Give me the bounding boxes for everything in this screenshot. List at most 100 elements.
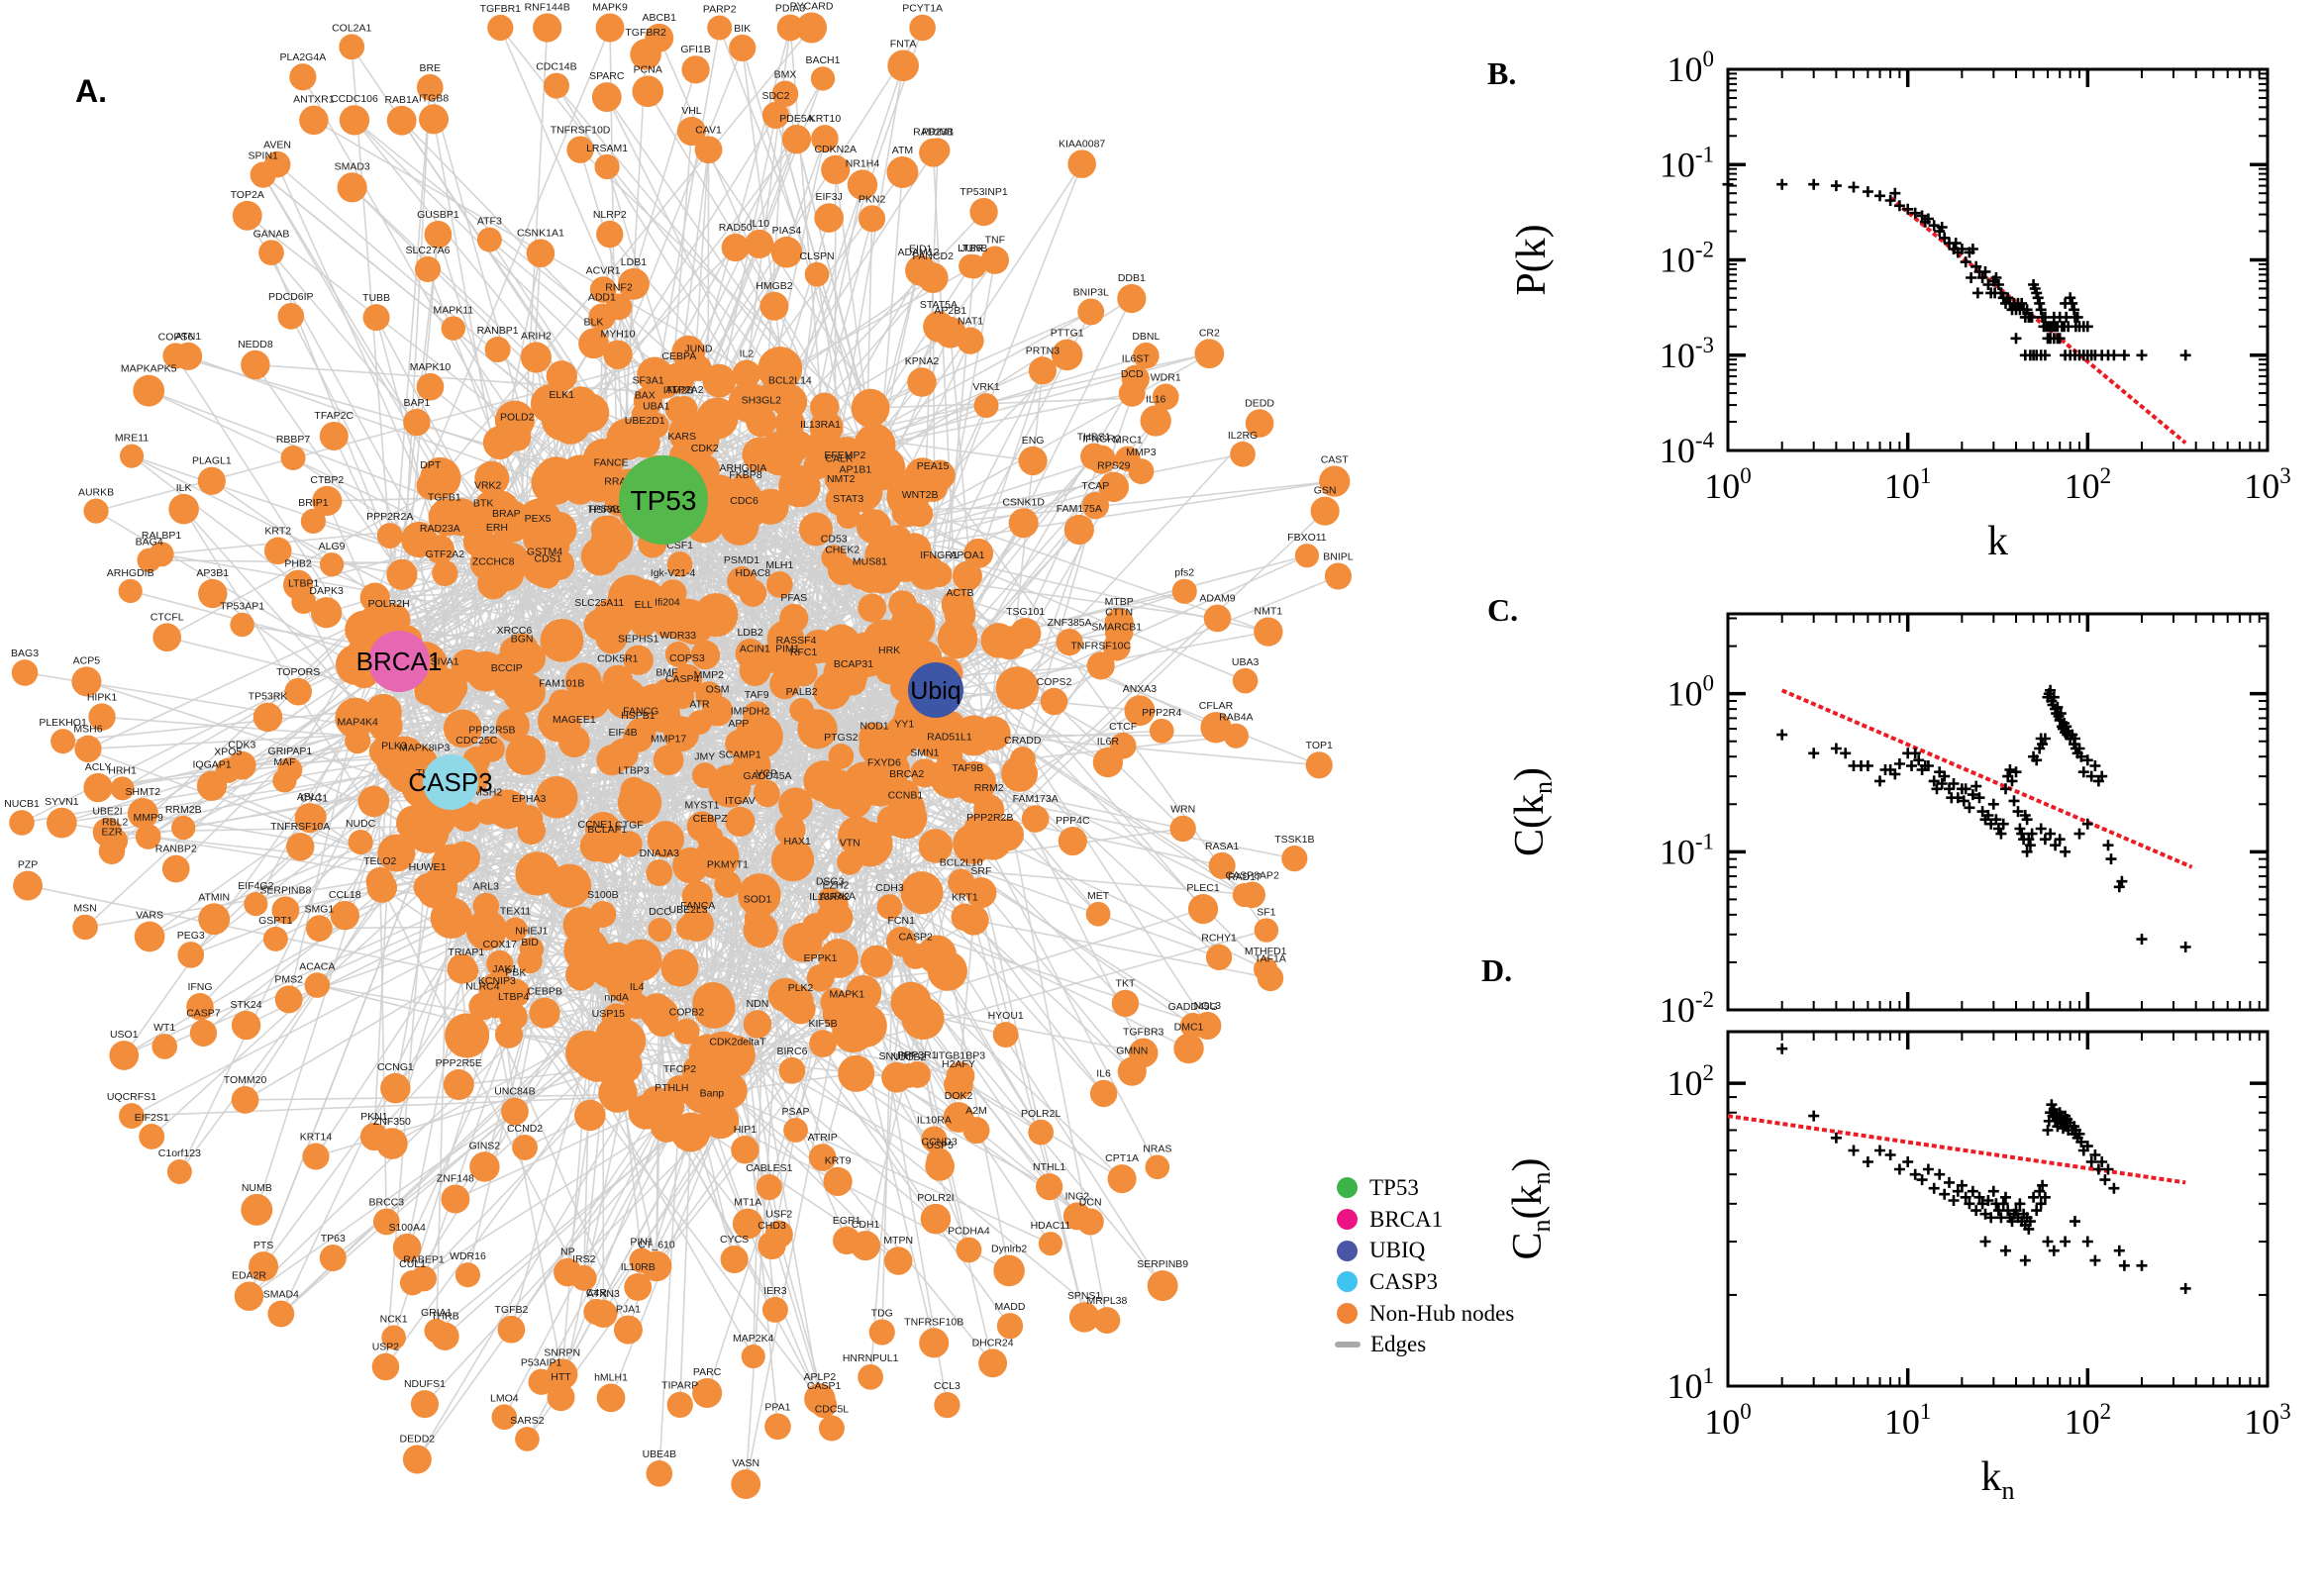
network-node (252, 702, 283, 733)
network-node (952, 560, 982, 591)
network-node (1107, 1164, 1137, 1194)
gene-label: SLC27A6 (406, 245, 451, 256)
gene-label: APOA1 (950, 549, 984, 561)
gene-label: JUND (684, 343, 712, 354)
network-node (549, 689, 575, 716)
gene-label: TSG101 (1006, 606, 1045, 618)
gene-label: NLRC4 (465, 980, 500, 992)
gene-label: PTGS2 (824, 732, 858, 744)
gene-label: IMPDH2 (731, 705, 770, 717)
gene-label: PARP2 (703, 3, 737, 15)
gene-label: PBK (505, 967, 526, 979)
network-node (756, 1173, 782, 1201)
gene-label: LTBP3 (618, 765, 649, 777)
gene-label: LDB1 (621, 256, 647, 268)
gene-label: COPS2 (1037, 676, 1072, 688)
gene-label: CPT1A (1105, 1152, 1139, 1164)
gene-label: MLH1 (765, 559, 793, 571)
gene-label: ATN1 (175, 331, 201, 343)
network-node (476, 227, 502, 252)
network-node (189, 1019, 218, 1047)
gene-label: MMP17 (651, 733, 686, 745)
network-node (919, 138, 949, 167)
gene-label: TUBB (362, 292, 390, 304)
gene-label: BTK (473, 498, 493, 510)
gene-label: LDB2 (737, 627, 762, 639)
gene-label: WDR16 (450, 1250, 486, 1262)
network-node (993, 1254, 1025, 1287)
gene-label: SLC25A11 (574, 597, 624, 609)
network-node (535, 776, 578, 819)
gene-label: MAPK10 (410, 361, 452, 373)
network-node (430, 897, 472, 940)
network-node (978, 1348, 1008, 1378)
gene-label: ACIN1 (740, 643, 770, 654)
gene-label: MTBP (1105, 596, 1134, 608)
network-node (934, 1391, 960, 1419)
network-node (50, 729, 76, 754)
network-node (817, 902, 843, 928)
gene-label: CCNE1 (578, 819, 614, 831)
network-node (569, 678, 611, 720)
network-node (520, 342, 552, 373)
gene-label: CDC6 (730, 495, 758, 507)
gene-label: HRK (878, 645, 900, 656)
gene-label: HAX1 (783, 836, 811, 848)
network-node (1036, 1173, 1063, 1201)
network-node (508, 645, 536, 672)
gene-label: TP53AP1 (220, 601, 264, 613)
network-node (376, 523, 403, 549)
network-node (593, 836, 622, 864)
network-node (847, 169, 878, 200)
network-node (1254, 617, 1283, 647)
network-node (664, 641, 691, 667)
network-node (469, 1151, 500, 1182)
network-node (198, 578, 228, 609)
gene-label: CDC14B (536, 61, 576, 73)
y-axis-title: P(k) (1509, 224, 1555, 295)
gene-label: SMARCB1 (1091, 622, 1142, 634)
network-node (944, 1070, 973, 1100)
gene-label: STK24 (231, 999, 262, 1011)
network-node (529, 557, 560, 588)
network-node (487, 14, 514, 42)
network-node (152, 623, 182, 652)
network-node (1038, 1232, 1062, 1256)
network-node (1230, 441, 1256, 467)
gene-label: CDC25C (455, 735, 497, 747)
network-node (860, 945, 893, 978)
gene-label: HSPA9 (588, 504, 622, 516)
network-node (632, 75, 664, 108)
network-node (1117, 283, 1147, 314)
gene-label: TELO2 (363, 855, 396, 867)
gene-label: POLD2 (500, 411, 535, 423)
network-node (858, 1363, 883, 1390)
gene-label: MAPKAPK5 (121, 363, 177, 375)
network-node (643, 997, 679, 1034)
network-node (603, 340, 633, 369)
gene-label: Igk-V21-4 (651, 567, 696, 579)
network-node (753, 779, 780, 806)
gene-label: PSMD1 (724, 554, 759, 566)
network-node (302, 1143, 330, 1170)
network-node (591, 82, 622, 112)
gene-label: EIF2S1 (135, 1112, 169, 1124)
panel-a-label: A. (75, 73, 107, 109)
network-node (687, 1051, 728, 1092)
network-node (746, 406, 777, 438)
network-node (168, 493, 199, 525)
network-node (921, 1126, 948, 1152)
network-node (465, 909, 508, 950)
gene-label: CUL1 (399, 1258, 426, 1270)
gene-label: GMNN (1116, 1046, 1148, 1057)
gene-label: PDIA3 (775, 3, 806, 15)
gene-label: ZNF148 (437, 1173, 474, 1185)
network-node (891, 801, 920, 830)
network-node (1254, 918, 1279, 943)
gene-label: TGFBR2 (625, 27, 666, 39)
gene-label: TNF (985, 235, 1005, 247)
network-node (782, 847, 812, 876)
network-node (629, 427, 660, 458)
network-node (723, 1047, 753, 1077)
network-node (694, 136, 723, 164)
